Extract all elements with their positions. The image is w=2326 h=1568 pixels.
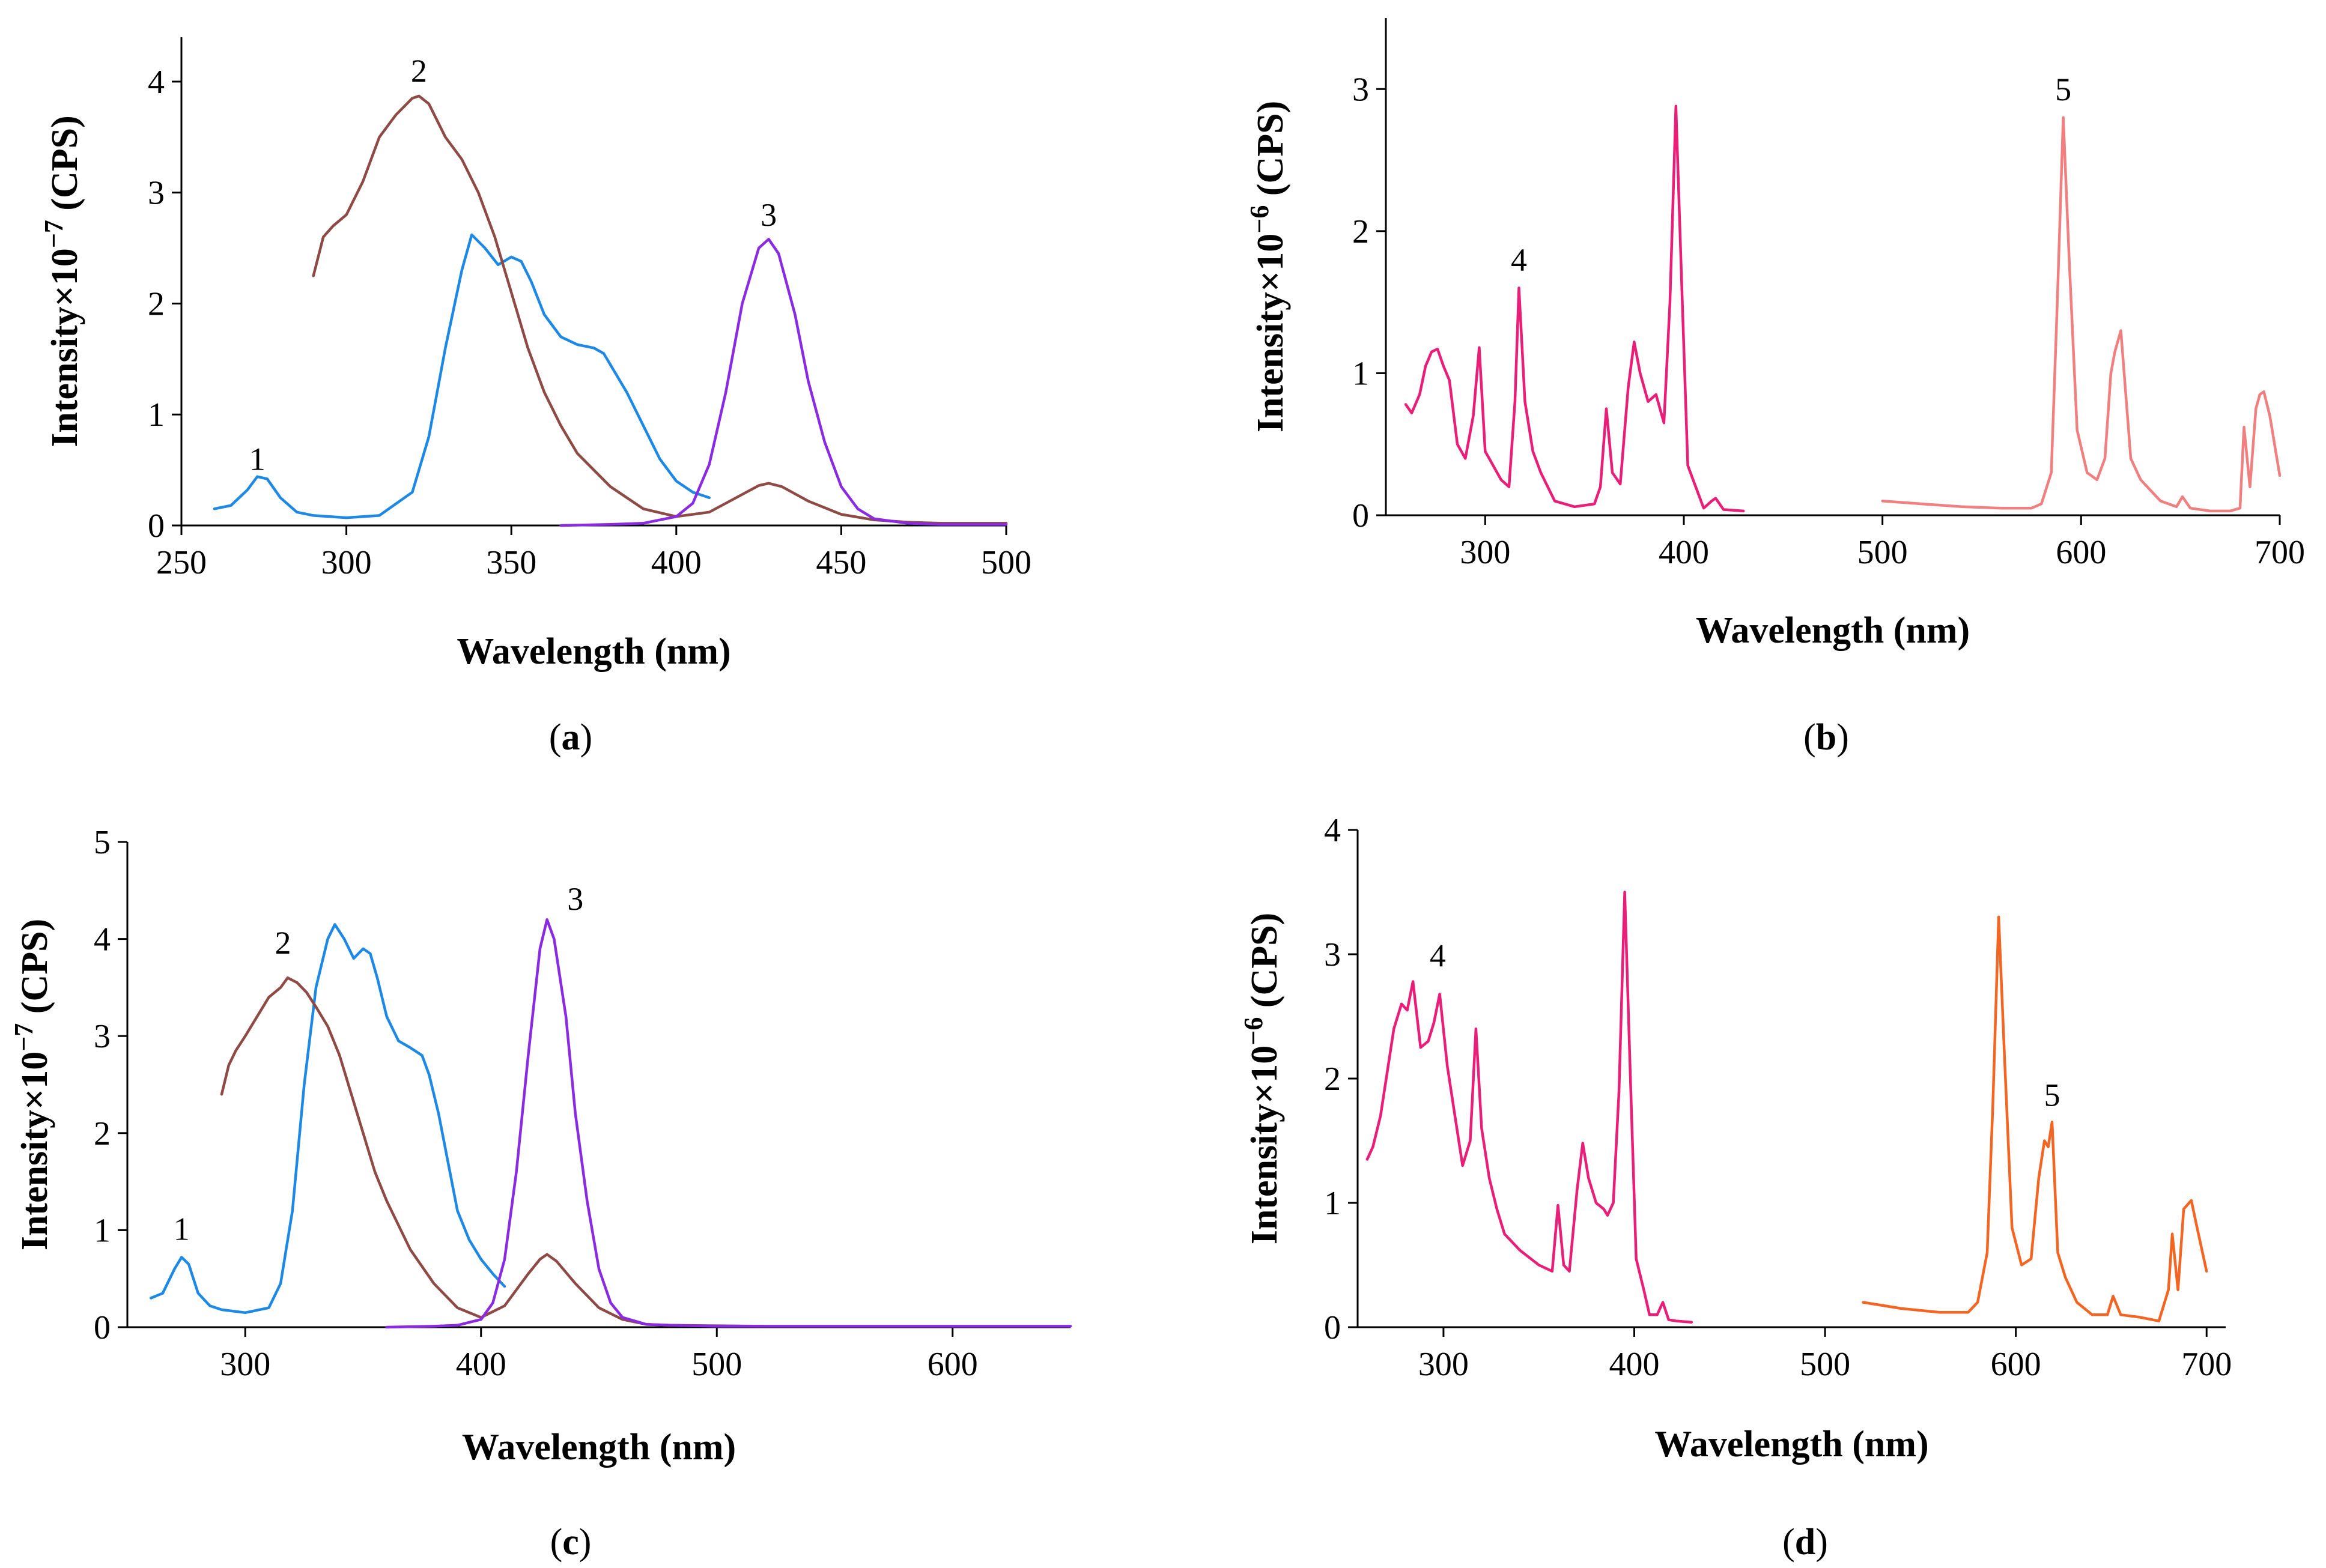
series-line-1 bbox=[213, 233, 711, 519]
x-tick-label: 300 bbox=[1418, 1346, 1469, 1383]
x-tick-label: 300 bbox=[321, 544, 372, 581]
series-line-4 bbox=[1365, 891, 1693, 1324]
x-tick-label: 400 bbox=[1609, 1346, 1659, 1383]
x-tick-label: 250 bbox=[156, 544, 207, 581]
y-axis-label-exponent: −6 bbox=[1245, 205, 1274, 234]
peak-label: 1 bbox=[249, 441, 266, 477]
x-tick-label: 600 bbox=[1991, 1346, 2041, 1383]
x-axis-label: Wavelength (nm) bbox=[462, 1427, 736, 1468]
y-axis-label-unit: (CPS) bbox=[1244, 913, 1285, 1017]
x-tick-label: 350 bbox=[486, 544, 536, 581]
y-tick-label: 1 bbox=[1352, 355, 1369, 392]
y-tick-label: 0 bbox=[1352, 497, 1369, 534]
y-axis-label-unit: (CPS) bbox=[1250, 101, 1291, 205]
y-axis-label-base: Intensity×10 bbox=[1250, 234, 1291, 433]
y-tick-label: 2 bbox=[148, 285, 165, 322]
series-line-5 bbox=[1881, 116, 2282, 513]
panel-caption-letter: a bbox=[562, 717, 580, 758]
x-tick-label: 450 bbox=[816, 544, 866, 581]
series-line-5 bbox=[1862, 915, 2208, 1322]
series-line-4 bbox=[1404, 104, 1745, 513]
panel-caption-letter: b bbox=[1816, 717, 1836, 758]
y-tick-label: 4 bbox=[1324, 812, 1341, 849]
peak-label: 1 bbox=[174, 1211, 190, 1247]
y-tick-label: 1 bbox=[148, 396, 165, 434]
x-tick-label: 400 bbox=[456, 1346, 506, 1383]
series-line-3 bbox=[385, 918, 1072, 1329]
y-tick-label: 5 bbox=[94, 824, 111, 861]
panel-caption-letter: c bbox=[562, 1522, 579, 1563]
peak-label: 4 bbox=[1430, 938, 1446, 974]
series-line-1 bbox=[150, 923, 506, 1315]
y-axis-label-exponent: −7 bbox=[9, 1023, 38, 1052]
peak-label: 2 bbox=[275, 925, 291, 961]
peak-label: 5 bbox=[2044, 1077, 2060, 1113]
peak-label: 3 bbox=[761, 197, 777, 233]
y-tick-label: 0 bbox=[94, 1309, 111, 1346]
x-tick-label: 400 bbox=[651, 544, 702, 581]
y-axis-label-base: Intensity×10 bbox=[44, 248, 85, 447]
x-tick-label: 300 bbox=[220, 1346, 270, 1383]
y-tick-label: 0 bbox=[148, 507, 165, 545]
panel-caption: (c) bbox=[550, 1522, 592, 1563]
y-tick-label: 3 bbox=[1324, 936, 1341, 973]
peak-label: 2 bbox=[411, 53, 427, 89]
y-axis-label: Intensity×10−7 (CPS) bbox=[39, 115, 85, 447]
x-axis-label: Wavelength (nm) bbox=[1654, 1424, 1928, 1465]
x-tick-label: 400 bbox=[1659, 534, 1709, 571]
panel-caption: (d) bbox=[1782, 1522, 1828, 1563]
x-tick-label: 300 bbox=[1460, 534, 1510, 571]
x-tick-label: 600 bbox=[2056, 534, 2106, 571]
y-tick-label: 3 bbox=[94, 1018, 111, 1055]
y-tick-label: 4 bbox=[148, 64, 165, 101]
y-tick-label: 3 bbox=[1352, 71, 1369, 108]
series-line-3 bbox=[559, 238, 1008, 527]
y-tick-label: 1 bbox=[94, 1212, 111, 1249]
y-axis-label: Intensity×10−6 (CPS) bbox=[1245, 101, 1291, 433]
y-axis-label-exponent: −7 bbox=[39, 220, 68, 248]
y-axis-label-base: Intensity×10 bbox=[1244, 1046, 1285, 1245]
peak-label: 5 bbox=[2055, 71, 2071, 107]
x-axis-label: Wavelength (nm) bbox=[457, 631, 730, 672]
y-tick-label: 1 bbox=[1324, 1185, 1341, 1222]
x-tick-label: 500 bbox=[691, 1346, 742, 1383]
x-axis-label: Wavelength (nm) bbox=[1696, 610, 1970, 651]
x-tick-label: 500 bbox=[981, 544, 1031, 581]
y-tick-label: 4 bbox=[94, 921, 111, 958]
y-axis-label: Intensity×10−7 (CPS) bbox=[9, 919, 55, 1251]
x-tick-label: 600 bbox=[928, 1346, 978, 1383]
y-tick-label: 2 bbox=[1352, 213, 1369, 250]
x-tick-label: 700 bbox=[2181, 1346, 2232, 1383]
y-axis-label: Intensity×10−6 (CPS) bbox=[1239, 913, 1285, 1245]
panel-caption-letter: d bbox=[1795, 1522, 1815, 1563]
y-tick-label: 2 bbox=[1324, 1061, 1341, 1098]
panel-caption: (a) bbox=[549, 717, 592, 758]
y-axis-label-unit: (CPS) bbox=[14, 919, 55, 1023]
y-tick-label: 3 bbox=[148, 175, 165, 212]
y-axis-label-exponent: −6 bbox=[1239, 1017, 1268, 1046]
y-tick-label: 2 bbox=[94, 1115, 111, 1152]
peak-label: 4 bbox=[1511, 242, 1527, 278]
y-axis-label-unit: (CPS) bbox=[44, 115, 85, 220]
x-tick-label: 500 bbox=[1800, 1346, 1850, 1383]
y-tick-label: 0 bbox=[1324, 1309, 1341, 1346]
series-line-2 bbox=[312, 94, 1008, 525]
x-tick-label: 700 bbox=[2255, 534, 2305, 571]
x-tick-label: 500 bbox=[1857, 534, 1908, 571]
panel-caption: (b) bbox=[1803, 717, 1849, 758]
y-axis-label-base: Intensity×10 bbox=[14, 1052, 55, 1251]
peak-label: 3 bbox=[567, 881, 583, 917]
series-line-2 bbox=[220, 976, 766, 1328]
